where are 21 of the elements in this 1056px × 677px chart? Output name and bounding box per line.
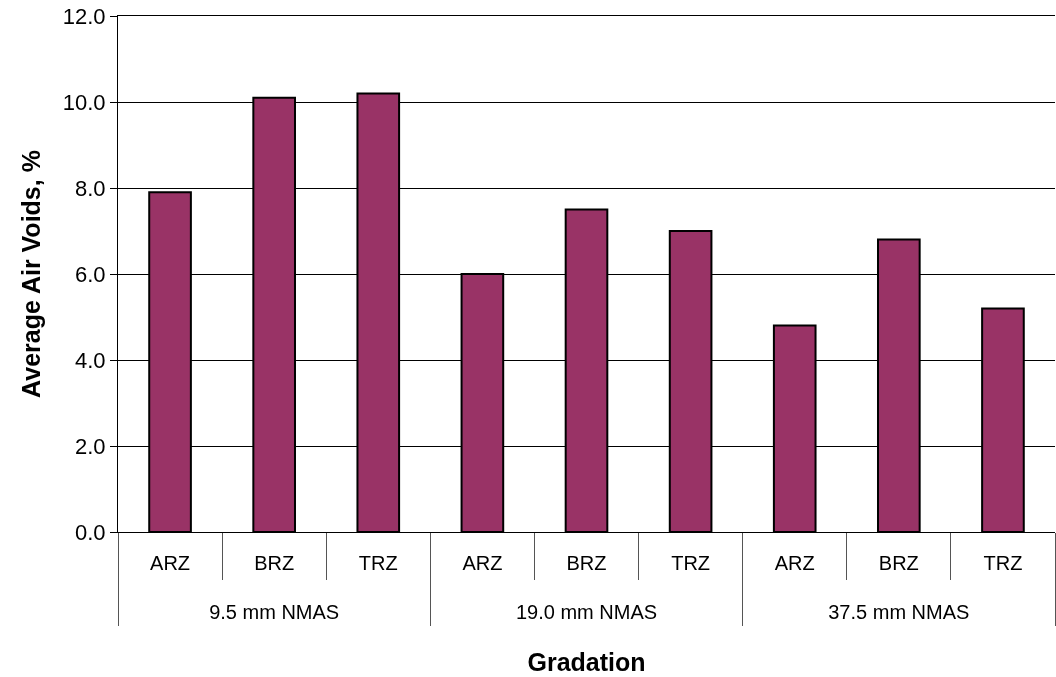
x-tick-label: TRZ [983, 552, 1023, 574]
x-tick-label: ARZ [150, 552, 191, 574]
x-tick-label: ARZ [462, 552, 503, 574]
text: 19.0 mm NMAS [515, 601, 658, 623]
y-tick-label: 12.0 [62, 3, 106, 29]
x-tick-label: BRZ [254, 552, 295, 574]
y-tick-label: 8.0 [75, 175, 106, 201]
x-tick-label: TRZ [671, 552, 711, 574]
x-tick-label: TRZ [358, 552, 398, 574]
y-axis-title: Average Air Voids, % [16, 150, 45, 398]
y-tick-label: 2.0 [75, 433, 106, 459]
x-tick-label: BRZ [566, 552, 607, 574]
y-tick-label: 0.0 [75, 519, 106, 545]
y-tick-label: 6.0 [75, 261, 106, 287]
x-axis-title: Gradation [527, 648, 646, 676]
text: 37.5 mm NMAS [828, 601, 970, 623]
text: 9.5 mm NMAS [209, 601, 340, 623]
y-tick-label: 4.0 [75, 347, 106, 373]
y-tick-label: 10.0 [62, 89, 106, 115]
x-tick-label: BRZ [878, 552, 919, 574]
x-tick-label: ARZ [774, 552, 815, 574]
